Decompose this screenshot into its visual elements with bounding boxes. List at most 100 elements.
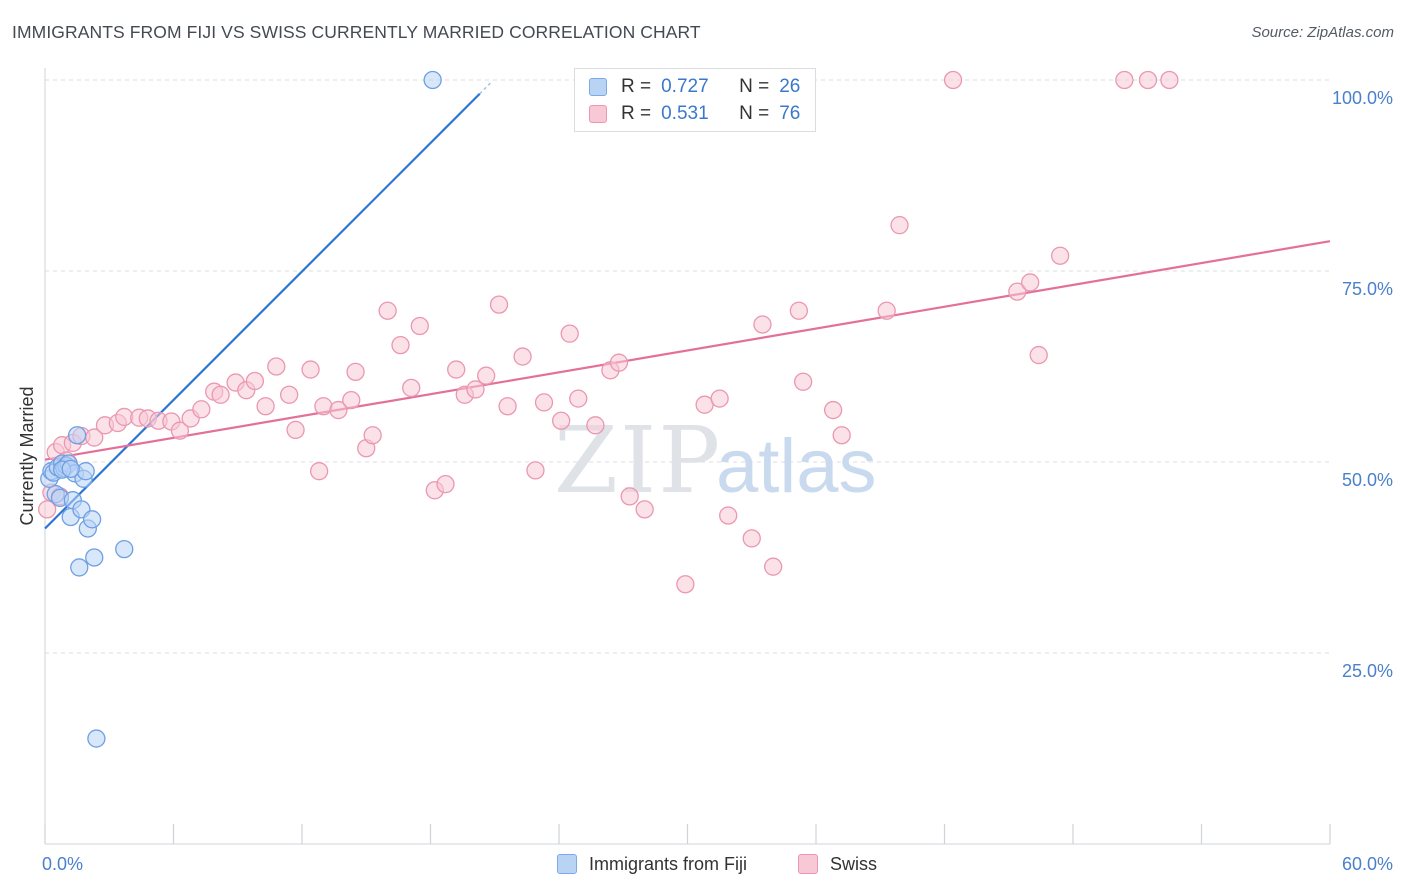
fiji-point-23	[423, 70, 442, 90]
fiji-point-22	[115, 539, 134, 559]
swiss-point-48	[513, 347, 532, 366]
x-tick-label-max: 60.0%	[1342, 854, 1393, 874]
trend-lines	[44, 80, 1331, 530]
swiss-n-label: N =	[739, 103, 770, 124]
swiss-point-30	[314, 397, 333, 416]
swiss-point-35	[363, 426, 382, 445]
swiss-point-56	[609, 353, 629, 372]
source-label: Source: ZipAtlas.com	[1251, 24, 1394, 41]
axes	[44, 68, 1331, 845]
swiss-point-33	[346, 362, 365, 381]
swiss-point-64	[753, 315, 772, 334]
swiss-point-25	[267, 357, 286, 376]
y-axis-title: Currently Married	[17, 386, 37, 525]
swiss-point-20	[211, 385, 230, 404]
swiss-point-18	[192, 400, 211, 419]
fiji-r-label: R =	[621, 76, 652, 97]
swiss-legend-label: Swiss	[830, 853, 878, 874]
swiss-point-63	[742, 529, 761, 548]
swiss-point-77	[1115, 70, 1134, 90]
swiss-point-78	[1138, 70, 1158, 90]
y-tick-label-50: 50.0%	[1342, 470, 1393, 490]
swiss-point-62	[719, 506, 738, 525]
swiss-point-66	[789, 301, 809, 320]
swiss-legend-swatch	[798, 854, 818, 874]
swiss-point-70	[877, 301, 896, 320]
swiss-point-47	[498, 397, 517, 416]
fiji-r-value: 0.727	[661, 76, 709, 97]
fiji-point-20	[85, 548, 104, 567]
swiss-point-36	[378, 301, 397, 320]
legend-row-fiji: R = 0.727 N = 26	[589, 74, 800, 100]
chart-title: IMMIGRANTS FROM FIJI VS SWISS CURRENTLY …	[12, 22, 701, 42]
swiss-point-42	[447, 360, 466, 379]
swiss-point-73	[1008, 282, 1027, 301]
swiss-point-29	[309, 462, 329, 481]
fiji-point-17	[76, 462, 95, 481]
swiss-n-value: 76	[779, 103, 801, 124]
fiji-swatch	[589, 78, 607, 96]
swiss-point-32	[342, 390, 361, 410]
swiss-point-57	[620, 487, 639, 506]
swiss-r-label: R =	[621, 103, 652, 124]
swiss-point-41	[436, 475, 455, 494]
swiss-point-52	[560, 324, 579, 343]
swiss-point-72	[943, 70, 963, 90]
swiss-point-24	[256, 397, 275, 416]
swiss-point-37	[391, 335, 410, 355]
swiss-point-74	[1021, 273, 1040, 292]
fiji-point-21	[87, 729, 106, 748]
swiss-point-51	[551, 411, 571, 430]
y-tick-label-75: 75.0%	[1342, 279, 1393, 299]
swiss-point-28	[301, 360, 320, 379]
swiss-point-65	[764, 557, 783, 576]
swiss-point-79	[1160, 70, 1179, 90]
fiji-point-25	[61, 459, 80, 479]
swiss-point-67	[794, 372, 813, 391]
fiji-legend-swatch	[557, 854, 577, 874]
swiss-point-45	[477, 366, 496, 385]
swiss-point-49	[526, 461, 545, 480]
swiss-point-68	[823, 400, 843, 420]
x-tick-label-min: 0.0%	[42, 854, 83, 874]
swiss-point-26	[279, 385, 299, 404]
swiss-point-58	[635, 500, 654, 519]
scatter-points	[37, 70, 1179, 748]
swiss-trend-line	[44, 240, 1331, 461]
swiss-point-16	[170, 421, 190, 440]
swiss-r-value: 0.531	[661, 103, 709, 124]
swiss-point-76	[1051, 246, 1070, 265]
swiss-point-23	[245, 371, 265, 391]
swiss-point-71	[890, 216, 909, 235]
swiss-point-75	[1029, 345, 1048, 365]
swiss-point-44	[466, 380, 485, 399]
y-tick-label-100: 100.0%	[1332, 88, 1393, 108]
legend-row-swiss: R = 0.531 N = 76	[589, 101, 800, 127]
swiss-point-54	[586, 416, 605, 435]
swiss-point-59	[676, 575, 695, 594]
fiji-point-14	[70, 558, 89, 577]
swiss-point-61	[710, 389, 729, 408]
gridlines	[45, 79, 1330, 654]
swiss-point-69	[832, 426, 851, 445]
swiss-point-50	[534, 393, 554, 412]
fiji-n-label: N =	[739, 76, 770, 97]
fiji-point-19	[82, 510, 102, 529]
swiss-swatch	[589, 105, 607, 123]
fiji-trend-extension	[479, 80, 494, 95]
swiss-point-0	[37, 500, 57, 519]
swiss-point-39	[410, 316, 429, 336]
correlation-legend: R = 0.727 N = 26 R = 0.531 N = 76	[574, 68, 816, 132]
swiss-point-38	[402, 378, 421, 398]
axis-labels: 25.0% 50.0% 75.0% 100.0% 0.0% 60.0% Currently …	[17, 88, 1393, 874]
fiji-n-value: 26	[779, 76, 801, 97]
swiss-point-27	[286, 420, 305, 440]
watermark-atlas: atlas	[716, 424, 877, 509]
swiss-point-46	[489, 295, 509, 314]
y-tick-label-25: 25.0%	[1342, 661, 1393, 681]
legend-item-swiss: Swiss	[798, 850, 877, 878]
fiji-point-13	[67, 426, 87, 445]
swiss-point-31	[329, 400, 348, 420]
fiji-trend-line	[44, 92, 481, 530]
